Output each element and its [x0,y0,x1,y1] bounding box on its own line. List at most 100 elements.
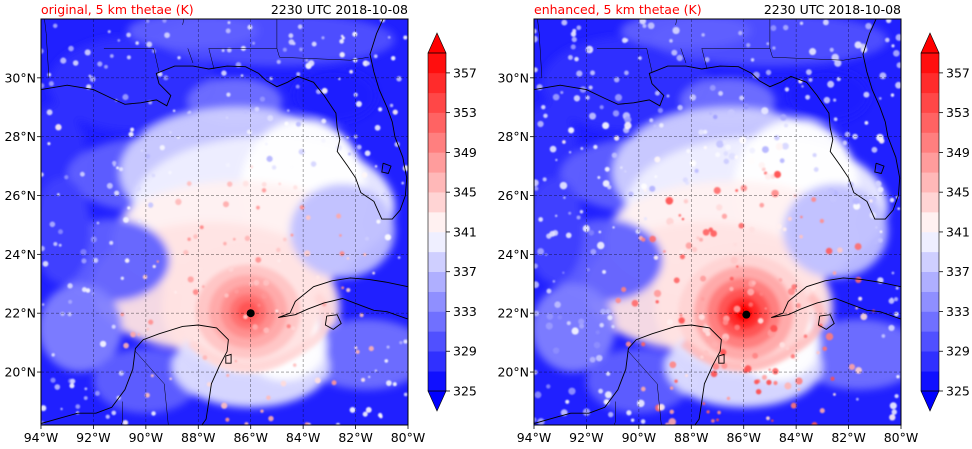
x-tick-label: 90°W [622,430,657,445]
y-tick-label: 28°N [497,129,529,144]
panel-title-left: original, 5 km thetae (K) [41,2,194,17]
x-tick-label: 80°W [391,430,426,445]
colorbar-segment [428,231,446,253]
colorbar-segment [428,192,446,213]
colorbar-segment [428,212,446,233]
colorbar-tick-label: 337 [946,264,970,279]
colorbar-tick-label: 329 [453,344,477,359]
panel-title-right: 2230 UTC 2018-10-08 [271,2,408,17]
colorbar-segment [921,192,939,213]
convective-cells [41,19,408,425]
x-tick-label: 86°W [726,430,761,445]
map-area [41,19,408,425]
colorbar-segment [921,351,939,372]
colorbar-extend-max [427,32,447,54]
storm-center-marker [246,309,255,318]
colorbar-tick-label: 349 [453,145,477,160]
colorbar-tick-label: 333 [946,304,970,319]
y-tick-label: 22°N [497,306,529,321]
x-tick-label: 80°W [884,430,919,445]
colorbar-segment [428,291,446,312]
colorbar-tick-label: 341 [946,224,970,239]
colorbar-segment [921,212,939,233]
colorbar-segment [921,132,939,153]
colorbar-segment [428,251,446,273]
colorbar-segment [428,152,446,173]
colorbar-segment [921,251,939,273]
colorbar-segment [428,92,446,113]
colorbar-segment [921,331,939,352]
colorbar-extend-min [920,390,940,412]
x-tick-label: 84°W [286,430,321,445]
colorbar-tick-label: 353 [946,105,970,120]
storm-center-marker [742,310,751,319]
colorbar-extend-min [427,390,447,412]
convective-cells [534,19,901,425]
gridlines [534,19,901,425]
panel-title-left: enhanced, 5 km thetae (K) [534,2,702,17]
colorbar-extend-max [920,32,940,54]
colorbar-tick-label: 349 [946,145,970,160]
colorbar-tick-label: 325 [453,384,477,399]
colorbar-tick-label: 337 [453,264,477,279]
x-tick-label: 86°W [233,430,268,445]
y-tick-label: 24°N [4,247,36,262]
colorbar-segment [428,371,446,392]
coastlines [41,19,408,425]
x-tick-label: 82°W [338,430,373,445]
colorbar-tick-label: 357 [453,65,477,80]
colorbar-segment [428,112,446,133]
x-tick-label: 92°W [569,430,604,445]
axes: 94°W 92°W 90°W 88°W 86°W 84°W 82°W 80°W 20°N 22°N… [4,70,425,445]
y-tick-label: 20°N [497,365,529,380]
colorbar-segment [921,231,939,253]
x-tick-label: 82°W [831,430,866,445]
colorbar-tick-label: 357 [946,65,970,80]
colorbar-tick-label: 329 [946,344,970,359]
y-tick-label: 26°N [497,188,529,203]
axes: 94°W 92°W 90°W 88°W 86°W 84°W 82°W 80°W 20°N 22°N… [497,70,918,445]
panel-enhanced: enhanced, 5 km thetae (K) 2230 UTC 2018-… [497,2,970,445]
coastlines [534,19,901,425]
x-tick-label: 90°W [129,430,164,445]
colorbar-segment [428,53,446,74]
y-tick-label: 24°N [497,247,529,262]
colorbar-segment [428,351,446,372]
colorbar-segment [921,92,939,113]
colorbar: 325 329 333 337 341 345 349 353 357 [427,32,477,412]
gridlines [41,19,408,425]
borders [537,19,862,425]
y-tick-label: 28°N [4,129,36,144]
colorbar-tick-label: 353 [453,105,477,120]
colorbar-segment [428,271,446,292]
colorbar-tick-label: 345 [453,185,477,200]
x-tick-label: 92°W [76,430,111,445]
colorbar-segment [921,271,939,292]
colorbar-segment [921,172,939,193]
y-tick-label: 26°N [4,188,36,203]
colorbar-tick-label: 341 [453,224,477,239]
colorbar-segment [428,311,446,332]
map-frame [40,18,409,426]
y-tick-label: 30°N [4,70,36,85]
colorbar-segment [921,152,939,173]
map-area [534,19,901,425]
borders [44,19,369,425]
y-tick-label: 30°N [497,70,529,85]
x-tick-label: 88°W [181,430,216,445]
panel-original: original, 5 km thetae (K) 2230 UTC 2018-… [4,2,477,445]
colorbar-tick-label: 325 [946,384,970,399]
colorbar-segment [921,371,939,392]
colorbar-segment [921,53,939,74]
colorbar-segment [428,132,446,153]
colorbar-segment [921,112,939,133]
colorbar: 325 329 333 337 341 345 349 353 357 [920,32,970,412]
map-frame [533,18,902,426]
colorbar-segment [428,72,446,94]
x-tick-label: 84°W [779,430,814,445]
colorbar-segment [428,172,446,193]
colorbar-segment [921,291,939,312]
x-tick-label: 94°W [24,430,59,445]
colorbar-segment [921,311,939,332]
